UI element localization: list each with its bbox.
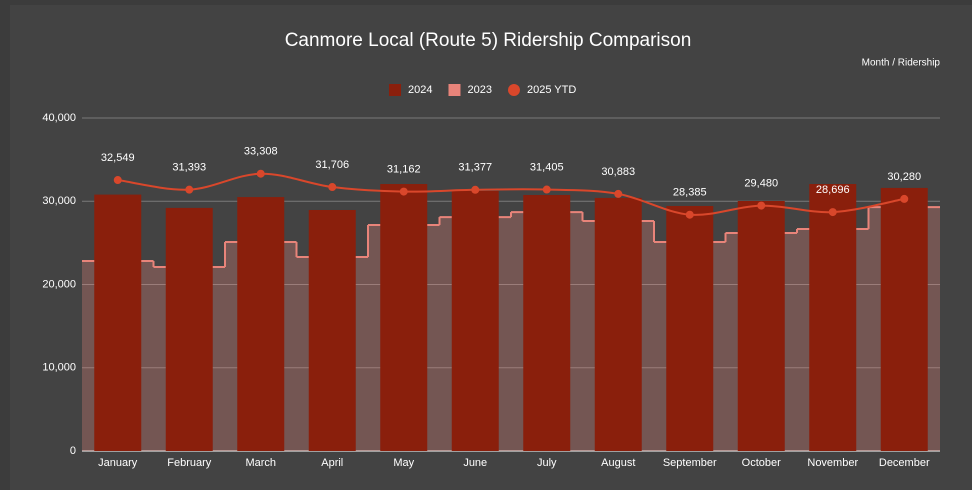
legend-swatch [389,84,401,96]
data-label: 28,696 [816,184,850,196]
axis-note: Month / Ridership [862,58,941,69]
x-tick-label: July [537,457,557,469]
bar [94,194,142,451]
point [828,208,837,217]
legend-label: 2023 [467,84,491,96]
line [117,172,905,216]
x-tick-label: October [742,457,781,469]
data-label: 32,549 [101,152,135,164]
point [256,169,265,178]
point [471,185,480,194]
point [614,189,623,198]
data-label: 31,405 [530,161,564,173]
legend-swatch [448,84,461,96]
x-tick-label: September [663,457,717,469]
y-tick-label: 30,000 [42,195,76,207]
data-label: 31,377 [458,162,492,174]
bar [380,184,428,451]
bar [523,195,571,451]
bar [737,201,785,451]
legend-label: 2024 [408,84,432,96]
point [399,187,408,196]
point [542,185,551,194]
data-label: 31,162 [387,163,421,175]
data-label: 31,393 [172,162,206,174]
x-tick-label: August [601,457,635,469]
data-label: 30,280 [887,171,921,183]
bar [809,184,857,451]
bar [451,191,499,451]
x-tick-label: January [98,457,138,469]
bar [666,205,714,451]
point [113,176,122,185]
y-tick-label: 20,000 [42,278,76,290]
legend-label: 2025 YTD [527,84,576,96]
x-tick-label: February [167,457,212,469]
bar [880,187,928,451]
data-label: 28,385 [673,187,707,199]
data-label: 30,883 [601,166,635,178]
bar [237,197,285,451]
x-tick-label: May [393,457,414,469]
chart-title: Canmore Local (Route 5) Ridership Compar… [285,30,692,51]
x-tick-label: November [807,457,858,469]
data-label: 33,308 [244,146,278,158]
data-label: 31,706 [315,159,349,171]
x-tick-label: December [879,457,930,469]
point [900,194,909,203]
y-tick-label: 40,000 [42,112,76,124]
y-tick-label: 10,000 [42,362,76,374]
data-label: 29,480 [744,177,778,189]
x-tick-label: June [463,457,487,469]
point [185,185,194,194]
point [757,201,766,210]
x-tick-label: April [321,457,343,469]
bar [594,197,642,451]
bar [165,207,213,451]
x-tick-label: March [245,457,276,469]
point [685,210,694,219]
y-tick-label: 0 [70,445,76,457]
point [328,183,337,192]
bar [308,209,356,451]
legend-swatch [507,84,520,96]
